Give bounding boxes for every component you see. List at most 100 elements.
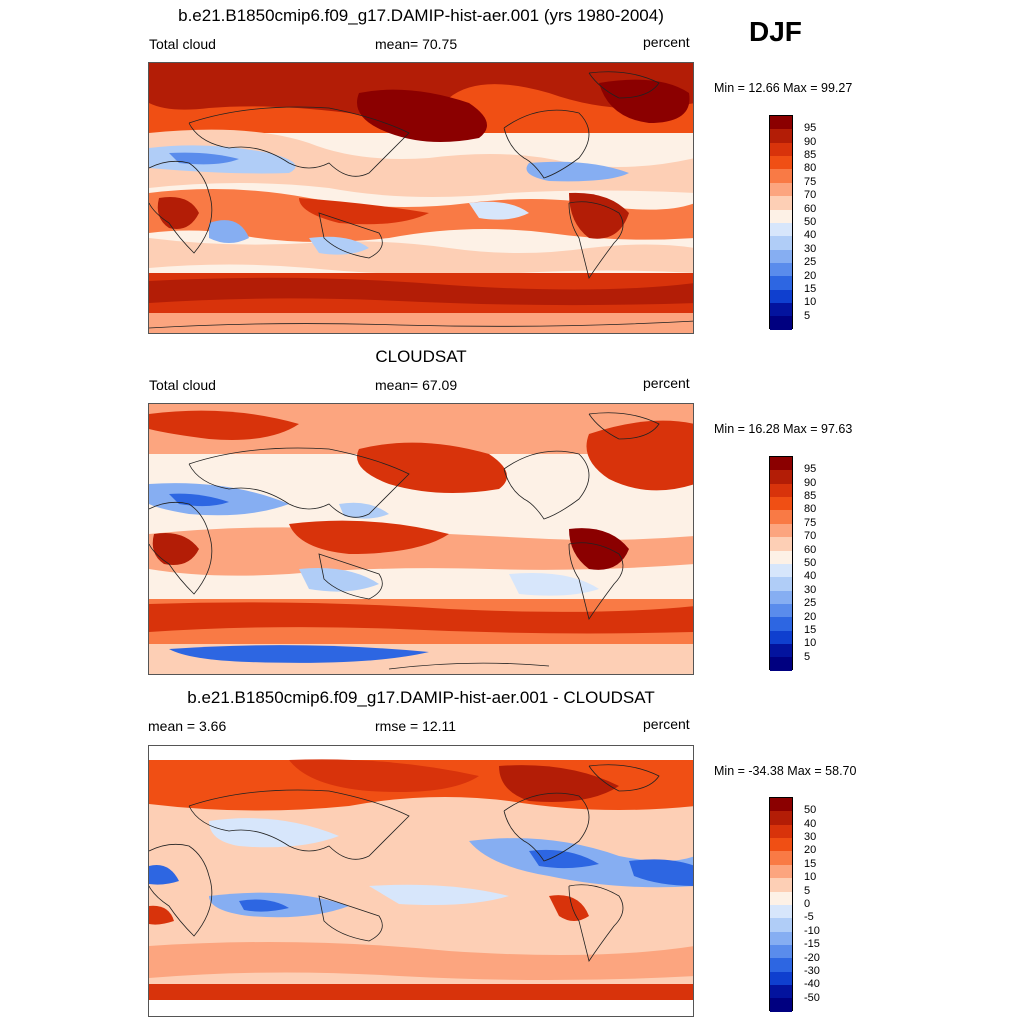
panel2-title: CLOUDSAT	[375, 347, 467, 366]
colorbar-tick: -50	[804, 992, 820, 1004]
colorbar-swatch	[770, 129, 792, 143]
colorbar-swatch	[770, 577, 792, 591]
panel3-colorbar	[769, 797, 793, 1012]
colorbar-tick: 30	[804, 584, 817, 596]
panel3-units-label: percent	[643, 716, 690, 732]
colorbar-tick: -20	[804, 952, 820, 964]
colorbar-swatch	[770, 644, 792, 658]
colorbar-swatch	[770, 617, 792, 631]
colorbar-tick: 40	[804, 818, 817, 830]
colorbar-swatch	[770, 249, 792, 263]
panel1-minmax: Min = 12.66 Max = 99.27	[714, 81, 853, 95]
colorbar-swatch	[770, 156, 792, 170]
panel1-colorbar	[769, 115, 793, 330]
colorbar-swatch	[770, 918, 792, 932]
colorbar-swatch	[770, 811, 792, 825]
panel1-units-label: percent	[643, 34, 690, 50]
colorbar-swatch	[770, 878, 792, 892]
colorbar-tick: 75	[804, 176, 817, 188]
colorbar-tick: 20	[804, 844, 817, 856]
colorbar-swatch	[770, 483, 792, 498]
colorbar-swatch	[770, 497, 792, 511]
colorbar-tick: 70	[804, 530, 817, 542]
colorbar-swatch	[770, 630, 792, 645]
panel1-map	[148, 62, 694, 334]
colorbar-tick: 85	[804, 149, 817, 161]
panel2-map	[148, 403, 694, 675]
colorbar-swatch	[770, 851, 792, 865]
colorbar-tick: 10	[804, 871, 817, 883]
colorbar-swatch	[770, 971, 792, 986]
colorbar-tick: 15	[804, 624, 817, 636]
colorbar-tick: -10	[804, 925, 820, 937]
colorbar-tick: 30	[804, 831, 817, 843]
colorbar-swatch	[770, 998, 792, 1012]
colorbar-tick: 25	[804, 256, 817, 268]
colorbar-tick: 0	[804, 898, 811, 910]
colorbar-tick: 40	[804, 229, 817, 241]
colorbar-swatch	[770, 931, 792, 945]
colorbar-swatch	[770, 182, 792, 197]
colorbar-swatch	[770, 657, 792, 671]
colorbar-swatch	[770, 523, 792, 538]
colorbar-swatch	[770, 944, 792, 959]
colorbar-swatch	[770, 276, 792, 290]
colorbar-tick: 30	[804, 243, 817, 255]
colorbar-tick: 50	[804, 216, 817, 228]
panel2-minmax: Min = 16.28 Max = 97.63	[714, 422, 853, 436]
colorbar-tick: 60	[804, 544, 817, 556]
colorbar-swatch	[770, 563, 792, 578]
colorbar-swatch	[770, 550, 792, 564]
colorbar-swatch	[770, 891, 792, 905]
colorbar-tick: 10	[804, 637, 817, 649]
colorbar-swatch	[770, 603, 792, 618]
colorbar-tick: -30	[804, 965, 820, 977]
panel3-title: b.e21.B1850cmip6.f09_g17.DAMIP-hist-aer.…	[187, 688, 655, 707]
colorbar-swatch	[770, 116, 792, 130]
panel3-rmse-label: rmse = 12.11	[375, 718, 457, 734]
colorbar-swatch	[770, 289, 792, 304]
colorbar-tick: 50	[804, 804, 817, 816]
colorbar-swatch	[770, 864, 792, 879]
colorbar-swatch	[770, 222, 792, 237]
colorbar-tick: 70	[804, 189, 817, 201]
panel3-mean-label: mean = 3.66	[148, 718, 227, 734]
colorbar-tick: 85	[804, 490, 817, 502]
colorbar-tick: 20	[804, 270, 817, 282]
colorbar-swatch	[770, 510, 792, 524]
colorbar-tick: 40	[804, 570, 817, 582]
colorbar-tick: 90	[804, 136, 817, 148]
panel1-mean-label: mean= 70.75	[375, 36, 458, 52]
colorbar-swatch	[770, 904, 792, 919]
colorbar-tick: 75	[804, 517, 817, 529]
colorbar-swatch	[770, 958, 792, 972]
colorbar-swatch	[770, 470, 792, 484]
colorbar-tick: -40	[804, 978, 820, 990]
colorbar-tick: 5	[804, 651, 811, 663]
colorbar-tick: 5	[804, 310, 811, 322]
colorbar-swatch	[770, 262, 792, 277]
colorbar-swatch	[770, 142, 792, 157]
colorbar-tick: 20	[804, 611, 817, 623]
colorbar-swatch	[770, 209, 792, 223]
colorbar-swatch	[770, 537, 792, 551]
colorbar-tick: 95	[804, 463, 817, 475]
colorbar-tick: 15	[804, 283, 817, 295]
colorbar-tick: 60	[804, 203, 817, 215]
colorbar-tick: 10	[804, 296, 817, 308]
colorbar-tick: 80	[804, 503, 817, 515]
colorbar-swatch	[770, 824, 792, 839]
colorbar-swatch	[770, 457, 792, 471]
panel1-title: b.e21.B1850cmip6.f09_g17.DAMIP-hist-aer.…	[178, 6, 664, 25]
panel2-units-label: percent	[643, 375, 690, 391]
colorbar-tick: 50	[804, 557, 817, 569]
colorbar-tick: -15	[804, 938, 820, 950]
colorbar-swatch	[770, 169, 792, 183]
colorbar-tick: 80	[804, 162, 817, 174]
colorbar-swatch	[770, 798, 792, 812]
colorbar-swatch	[770, 590, 792, 604]
panel2-variable-label: Total cloud	[149, 377, 216, 393]
colorbar-swatch	[770, 316, 792, 330]
colorbar-tick: 5	[804, 885, 811, 897]
colorbar-swatch	[770, 838, 792, 852]
